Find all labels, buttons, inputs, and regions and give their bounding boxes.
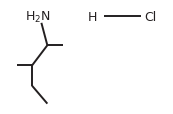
- Text: H$_2$N: H$_2$N: [25, 9, 51, 24]
- Text: H: H: [87, 10, 97, 23]
- Text: Cl: Cl: [144, 10, 157, 23]
